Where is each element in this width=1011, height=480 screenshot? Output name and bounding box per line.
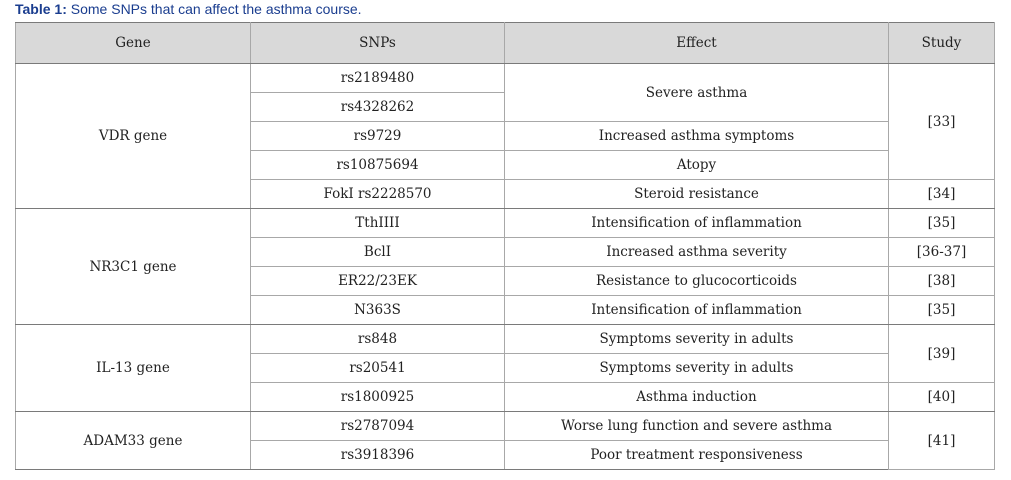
study-cell: [34] xyxy=(888,179,995,209)
snp-cell: rs10875694 xyxy=(250,150,505,180)
table-row: ER22/23EK Resistance to glucocorticoids … xyxy=(16,266,995,296)
snp-cell: N363S xyxy=(250,295,505,325)
effect-cell: Resistance to glucocorticoids xyxy=(504,266,889,296)
snp-cell: ER22/23EK xyxy=(250,266,505,296)
snp-cell: rs2189480 xyxy=(250,63,505,93)
snp-cell: rs9729 xyxy=(250,121,505,151)
table-header-row: Gene SNPs Effect Study xyxy=(15,22,995,64)
gene-cell-nr3c1: NR3C1 gene xyxy=(15,208,251,325)
snp-cell: TthIIII xyxy=(250,208,505,238)
table-row: IL-13 gene rs848 Symptoms severity in ad… xyxy=(15,324,995,412)
effect-cell: Symptoms severity in adults xyxy=(504,324,889,354)
table-caption-text: Some SNPs that can affect the asthma cou… xyxy=(66,1,362,17)
table-row: N363S Intensification of inflammation [3… xyxy=(16,295,995,325)
effect-cell: Increased asthma symptoms xyxy=(504,121,889,151)
table-row: NR3C1 gene TthIIII Intensification of in… xyxy=(15,208,995,325)
effect-cell: Steroid resistance xyxy=(504,179,889,209)
table-row: BclI Increased asthma severity [36-37] xyxy=(16,237,995,267)
table-row: rs3918396 Poor treatment responsiveness xyxy=(16,440,995,470)
effect-cell: Worse lung function and severe asthma xyxy=(504,411,889,441)
study-cell: [40] xyxy=(888,382,995,412)
effect-cell: Increased asthma severity xyxy=(504,237,889,267)
table-caption: Table 1: Some SNPs that can affect the a… xyxy=(15,0,362,18)
table-row: ADAM33 gene rs2787094 Worse lung functio… xyxy=(15,411,995,470)
header-snps: SNPs xyxy=(250,22,505,64)
gene-cell-vdr: VDR gene xyxy=(15,63,251,209)
effect-cell: Atopy xyxy=(504,150,889,180)
study-cell: [35] xyxy=(888,208,995,238)
table-row: rs1800925 Asthma induction [40] xyxy=(16,382,995,412)
effect-cell: Symptoms severity in adults xyxy=(504,353,889,383)
snp-cell: rs4328262 xyxy=(250,92,505,122)
snp-cell: FokI rs2228570 xyxy=(250,179,505,209)
snp-cell: rs20541 xyxy=(250,353,505,383)
study-cell: [35] xyxy=(888,295,995,325)
study-cell: [39] xyxy=(888,324,995,383)
snp-cell: rs3918396 xyxy=(250,440,505,470)
study-cell: [41] xyxy=(888,411,995,470)
table-row: FokI rs2228570 Steroid resistance [34] xyxy=(16,179,995,209)
gene-cell-il13: IL-13 gene xyxy=(15,324,251,412)
snp-cell: rs1800925 xyxy=(250,382,505,412)
header-effect: Effect xyxy=(504,22,889,64)
effect-cell: Intensification of inflammation xyxy=(504,208,889,238)
table-row: rs10875694 Atopy xyxy=(16,150,995,180)
effect-cell: Asthma induction xyxy=(504,382,889,412)
effect-cell: Intensification of inflammation xyxy=(504,295,889,325)
effect-cell: Poor treatment responsiveness xyxy=(504,440,889,470)
snp-cell: rs848 xyxy=(250,324,505,354)
study-cell: [36-37] xyxy=(888,237,995,267)
table-row: rs4328262 xyxy=(16,92,995,122)
snp-table: Gene SNPs Effect Study VDR gene rs218948… xyxy=(15,22,995,470)
table-caption-label: Table 1: xyxy=(15,1,67,17)
snp-cell: rs2787094 xyxy=(250,411,505,441)
snp-cell: BclI xyxy=(250,237,505,267)
header-gene: Gene xyxy=(15,22,251,64)
table-row: rs9729 Increased asthma symptoms xyxy=(16,121,995,151)
study-cell: [38] xyxy=(888,266,995,296)
header-study: Study xyxy=(888,22,995,64)
gene-cell-adam33: ADAM33 gene xyxy=(15,411,251,470)
study-cell: [33] xyxy=(888,63,995,180)
table-row: VDR gene rs2189480 Severe asthma [33] xyxy=(15,63,995,209)
effect-cell: Severe asthma xyxy=(504,63,889,122)
